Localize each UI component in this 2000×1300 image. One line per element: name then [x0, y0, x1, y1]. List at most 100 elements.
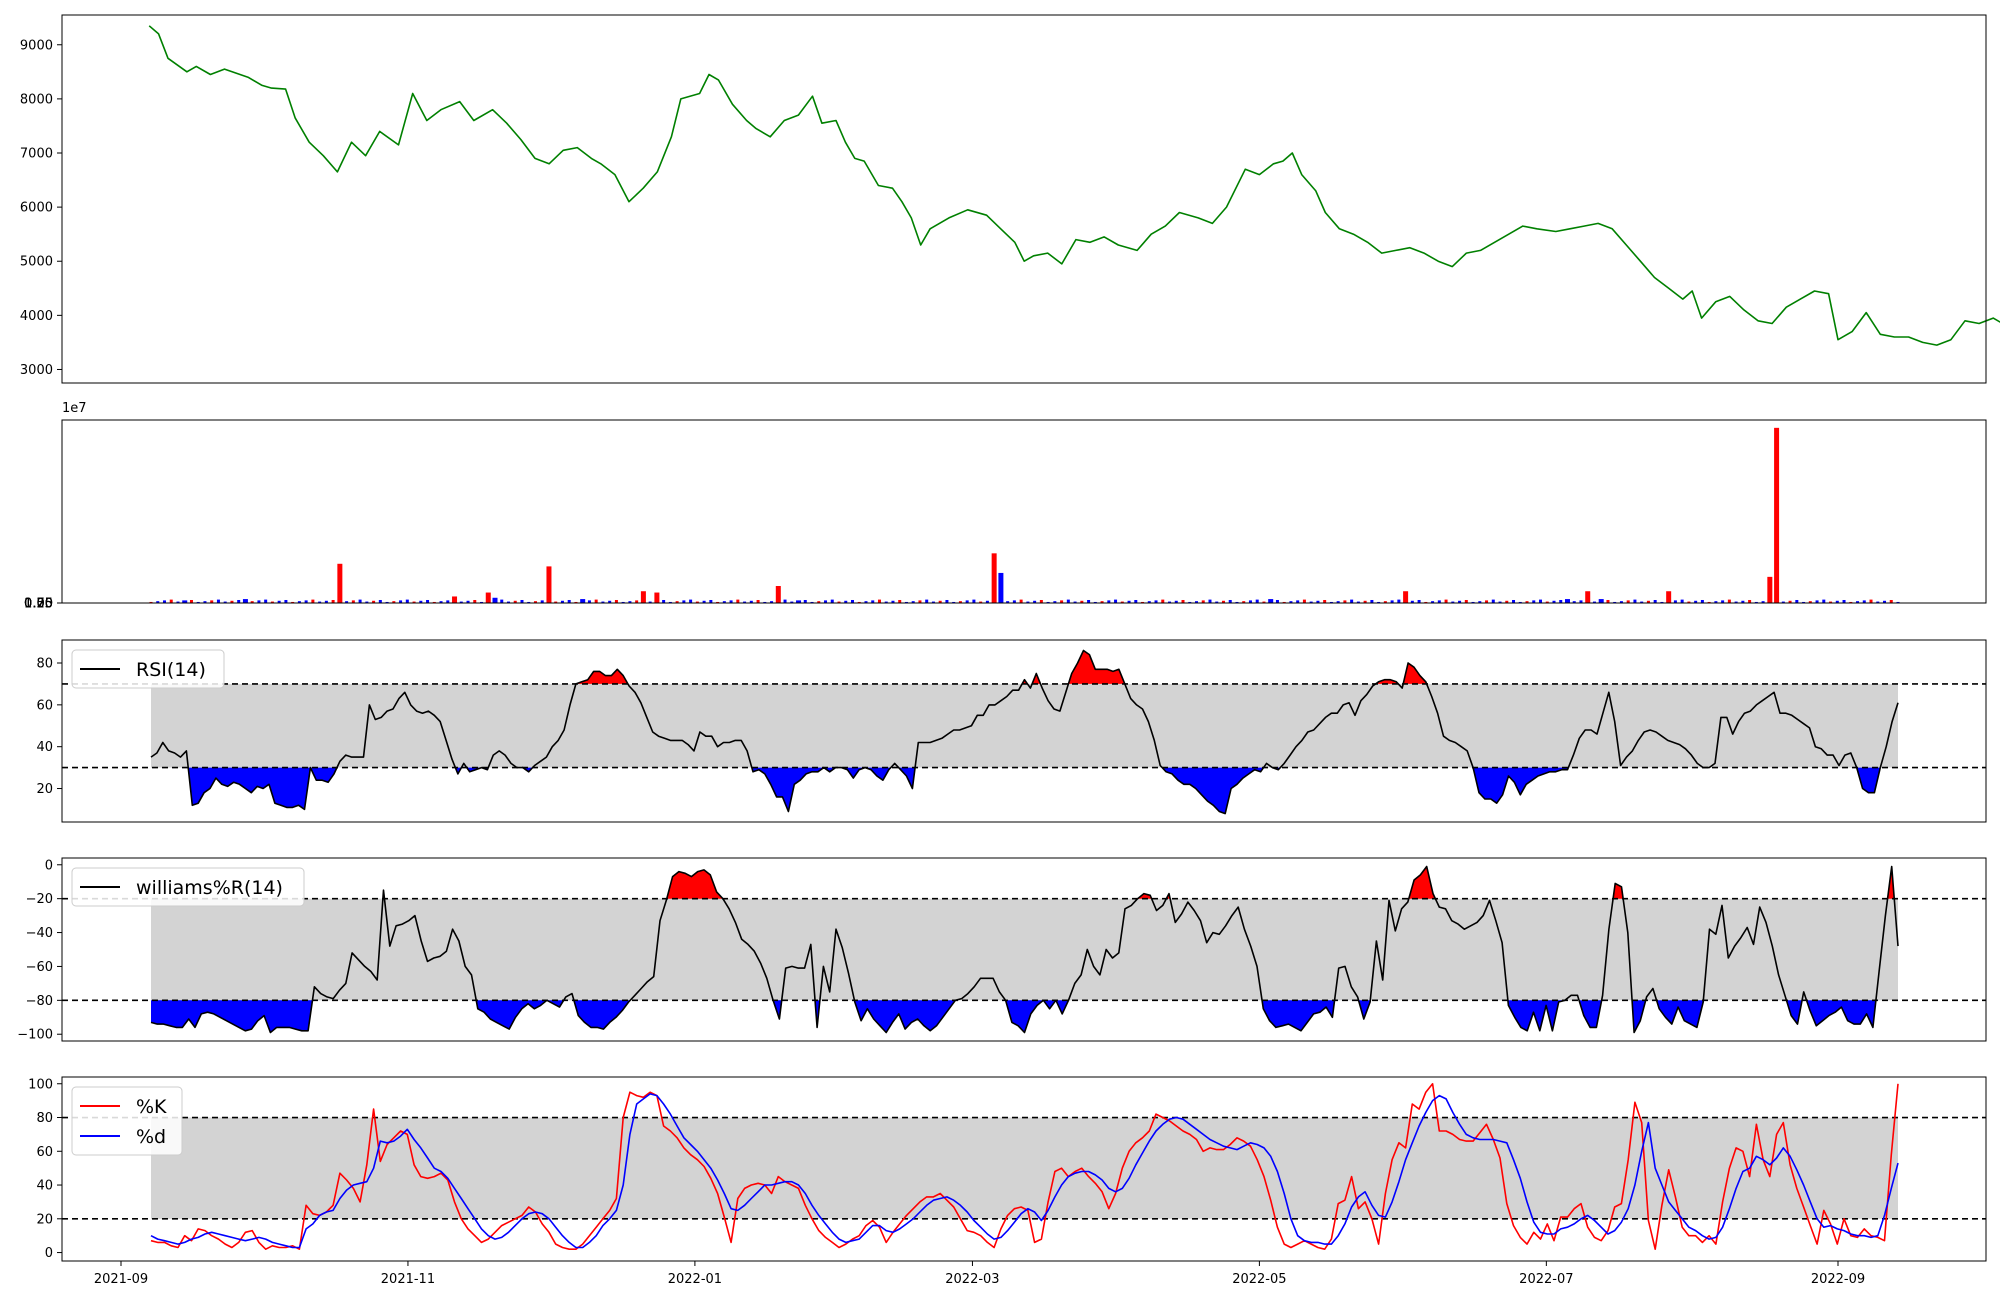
- volume-bar: [203, 601, 207, 603]
- volume-bar: [810, 601, 814, 603]
- volume-bar: [533, 601, 537, 603]
- volume-bar: [1673, 600, 1677, 603]
- y-tick-label: 40: [36, 740, 53, 755]
- volume-bar: [891, 600, 895, 603]
- plot-frame: [61, 1076, 1987, 1262]
- volume-bar: [1687, 601, 1691, 603]
- volume-bar: [311, 599, 315, 603]
- volume-bar: [1343, 600, 1347, 603]
- volume-bar: [1478, 601, 1482, 603]
- volume-bar: [1296, 600, 1300, 603]
- volume-bar: [749, 600, 753, 603]
- volume-bar: [216, 599, 220, 603]
- volume-bar: [722, 601, 726, 603]
- volume-bar: [392, 601, 396, 603]
- volume-bar: [1309, 601, 1313, 603]
- axis-offset-label: 1e7: [62, 401, 87, 416]
- volume-bar: [783, 599, 787, 603]
- volume-bar: [1829, 601, 1833, 603]
- volume-bar: [1242, 601, 1246, 603]
- overbought-fill: [1403, 663, 1427, 684]
- volume-bar: [979, 601, 983, 603]
- y-tick-label: 3000: [20, 363, 53, 378]
- volume-bar: [1195, 601, 1199, 603]
- y-tick-label: 5000: [20, 255, 53, 270]
- volume-bar: [1316, 600, 1320, 603]
- volume-bar: [817, 601, 821, 603]
- y-tick-label: 8000: [20, 92, 53, 107]
- volume-bar: [628, 601, 632, 603]
- volume-bar: [640, 591, 646, 603]
- oversold-fill: [751, 767, 824, 812]
- volume-bar: [1268, 599, 1274, 603]
- volume-bar: [156, 601, 160, 603]
- volume-bar: [513, 600, 517, 603]
- y-tick-label: 1.00: [24, 597, 53, 612]
- volume-bar: [1572, 601, 1576, 603]
- volume-bar: [1585, 591, 1591, 603]
- volume-bar: [1006, 601, 1010, 603]
- volume-bar: [904, 601, 908, 603]
- rsi-panel: 20 40 60 80 RSI(14): [36, 639, 1987, 823]
- volume-bar: [1545, 601, 1549, 603]
- volume-bar: [857, 601, 861, 603]
- volume-bar: [250, 601, 254, 603]
- volume-bar: [654, 592, 660, 603]
- volume-bar: [1505, 600, 1509, 603]
- volume-bar: [1721, 600, 1725, 603]
- volume-bar: [466, 600, 470, 603]
- volume-bar: [1127, 600, 1131, 603]
- volume-bar: [1262, 601, 1266, 603]
- volume-bar: [527, 601, 531, 603]
- volume-bar: [1302, 599, 1306, 603]
- volume-bar: [459, 601, 463, 603]
- volume-bar: [729, 600, 733, 603]
- x-tick-label: 2022-05: [1232, 1272, 1286, 1287]
- volume-bar: [1275, 599, 1279, 603]
- volume-bar: [574, 601, 578, 603]
- y-tick-label: 60: [36, 698, 53, 713]
- volume-bar: [210, 600, 214, 603]
- volume-bar: [844, 600, 848, 603]
- volume-bar: [1093, 601, 1097, 603]
- volume-bar: [473, 599, 477, 603]
- x-axis: 2021-09 2021-11 2022-01 2022-03 2022-05 2022-…: [94, 1261, 1865, 1287]
- y-tick-label: −80: [26, 994, 53, 1009]
- volume-bar: [985, 600, 989, 603]
- oversold-fill: [1473, 767, 1569, 804]
- volume-bar: [648, 601, 652, 603]
- volume-bar: [675, 601, 679, 603]
- oversold-fill: [1162, 767, 1264, 814]
- legend-label: %d: [136, 1126, 166, 1148]
- legend-box: [71, 867, 305, 907]
- overbought-fill: [666, 869, 723, 899]
- volume-bar: [1228, 599, 1232, 603]
- volume-bar: [1289, 601, 1293, 603]
- overbought-fill: [1032, 673, 1041, 684]
- volume-bar: [162, 600, 166, 603]
- volume-bar: [1161, 599, 1165, 603]
- volume-bar: [830, 599, 834, 603]
- volume-bar: [1518, 601, 1522, 603]
- volume-bar: [1235, 601, 1239, 603]
- volume-bar: [1646, 600, 1650, 603]
- y-tick-label: 1.25: [24, 597, 53, 612]
- volume-bar: [1795, 599, 1799, 603]
- volume-bar: [1606, 599, 1610, 603]
- volume-bar: [1498, 601, 1502, 603]
- volume-bar: [1613, 601, 1617, 603]
- volume-bar: [1350, 599, 1354, 603]
- y-tick-label: 4000: [20, 309, 53, 324]
- volume-bar: [991, 553, 997, 603]
- stochastic-panel: 0 20 40 60 80 100 %K %d: [28, 1076, 1987, 1262]
- volume-bar: [1552, 600, 1556, 603]
- volume-bar: [925, 599, 929, 603]
- volume-bar: [1707, 601, 1711, 603]
- volume-bar: [1377, 601, 1381, 603]
- volume-bar: [196, 601, 200, 603]
- volume-bar: [520, 599, 524, 603]
- volume-bar: [1424, 601, 1428, 603]
- volume-bar: [169, 599, 173, 603]
- volume-bar: [972, 599, 976, 603]
